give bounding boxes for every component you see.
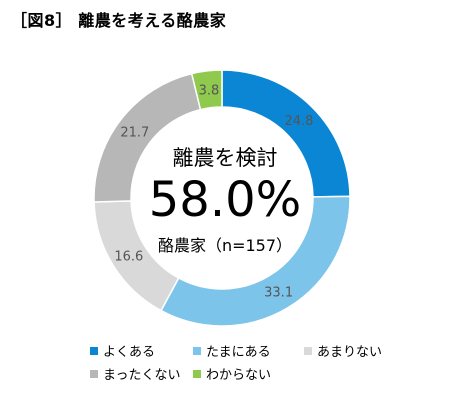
legend-item-yokuaru: よくある [90, 341, 155, 360]
chart-title: ［図8］ 離農を考える酪農家 [11, 11, 227, 30]
legend-swatch [90, 370, 98, 378]
slice-data-label: 21.7 [120, 126, 149, 141]
slice-data-label: 16.6 [114, 250, 143, 265]
legend-label: たまにある [206, 345, 271, 360]
slice-data-label: 33.1 [264, 286, 293, 301]
legend-swatch [193, 347, 201, 355]
legend-swatch [90, 347, 98, 355]
legend-item-wakaranai: わからない [193, 364, 271, 383]
donut-slice [190, 69, 223, 111]
legend-label: わからない [206, 368, 272, 383]
legend-label: まったくない [103, 368, 181, 383]
legend-label: よくある [103, 345, 156, 360]
donut-slice [160, 195, 351, 327]
legend-swatch [304, 347, 312, 355]
legend-item-mattakunai: まったくない [90, 364, 180, 383]
legend-item-tamaniaru: たまにある [193, 341, 271, 360]
legend-label: あまりない [317, 345, 383, 360]
legend-item-amarinai: あまりない [304, 341, 382, 360]
slice-data-label: 24.8 [284, 114, 313, 129]
legend-swatch [193, 370, 201, 378]
slice-data-label: 3.8 [199, 83, 220, 98]
center-sublabel: 酪農家（n=157） [157, 236, 293, 255]
center-value: 58.0% [148, 172, 302, 228]
center-label: 離農を検討 [172, 146, 278, 170]
